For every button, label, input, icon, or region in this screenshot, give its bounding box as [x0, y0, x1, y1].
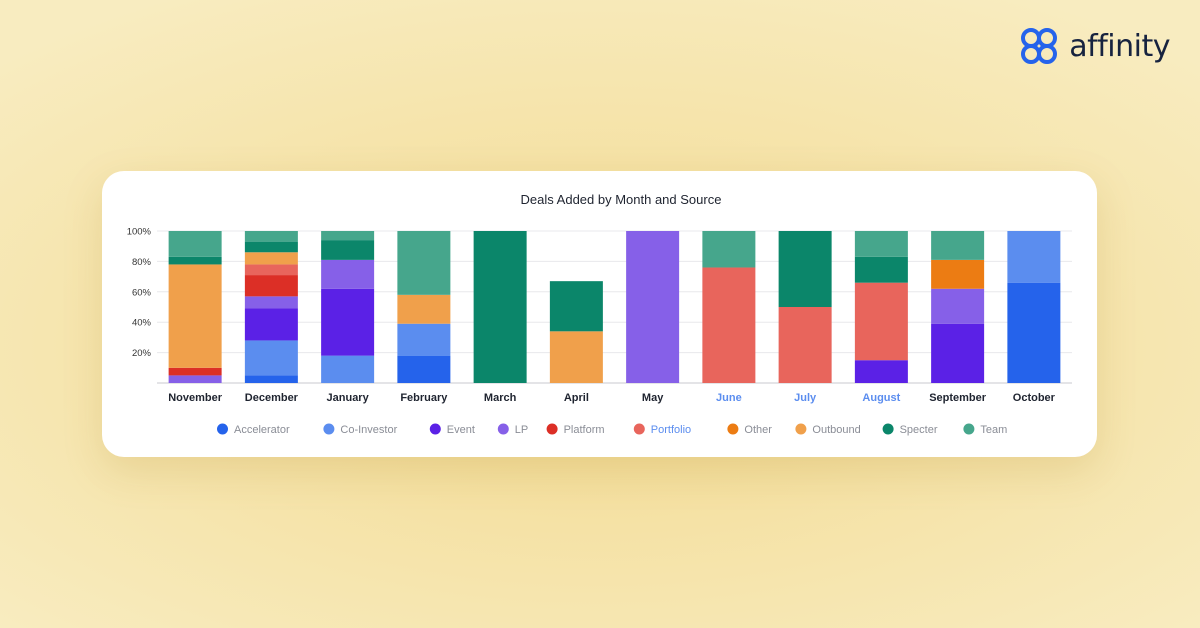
bar-co-investor-january — [321, 355, 375, 383]
x-tick-label: February — [400, 392, 448, 404]
legend-marker-other — [727, 423, 739, 435]
legend-label-portfolio: Portfolio — [651, 424, 691, 436]
bar-portfolio-july — [778, 307, 832, 383]
y-tick-label: 80% — [132, 257, 152, 268]
legend-label-event: Event — [447, 424, 475, 436]
legend-label-co-investor: Co-Investor — [340, 424, 397, 436]
x-tick-label: July — [794, 392, 817, 404]
bar-co-investor-december — [244, 340, 298, 376]
bar-specter-december — [244, 241, 298, 253]
chart-title: Deals Added by Month and Source — [521, 192, 722, 207]
legend-marker-event — [429, 423, 441, 435]
bar-accelerator-december — [244, 375, 298, 383]
brand: affinity — [1019, 26, 1170, 66]
x-tick-label: September — [929, 392, 987, 404]
bar-event-september — [931, 323, 985, 383]
bar-specter-november — [168, 256, 222, 265]
bar-lp-january — [321, 259, 375, 289]
bar-other-september — [931, 259, 985, 289]
y-tick-label: 20% — [132, 348, 152, 359]
x-tick-label: April — [564, 392, 589, 404]
bar-co-investor-february — [397, 323, 451, 356]
legend-label-outbound: Outbound — [812, 424, 860, 436]
bar-specter-august — [854, 256, 908, 283]
bar-outbound-november — [168, 264, 222, 368]
x-tick-label: March — [484, 392, 517, 404]
bar-specter-january — [321, 240, 375, 260]
chart-card: Deals Added by Month and Source 20% 40% 60… — [102, 171, 1097, 457]
bar-platform-december — [244, 275, 298, 297]
legend-marker-platform — [546, 423, 558, 435]
legend-label-platform: Platform — [564, 424, 605, 436]
bar-team-june — [702, 231, 756, 268]
y-tick-label: 100% — [127, 227, 152, 238]
bar-event-january — [321, 288, 375, 356]
x-tick-label: August — [862, 392, 900, 404]
bar-specter-july — [778, 231, 832, 307]
bar-team-december — [244, 231, 298, 242]
bar-team-february — [397, 231, 451, 295]
bar-specter-april — [549, 281, 603, 332]
bar-event-august — [854, 360, 908, 383]
bar-accelerator-october — [1007, 282, 1061, 383]
x-tick-label: May — [642, 392, 664, 404]
legend-label-specter: Specter — [900, 424, 938, 436]
legend-marker-lp — [497, 423, 509, 435]
legend-label-team: Team — [980, 424, 1007, 436]
legend-label-other: Other — [744, 424, 772, 436]
x-tick-label: December — [245, 392, 299, 404]
y-axis: 20% 40% 60% 80% 100% — [127, 227, 152, 360]
legend-label-accelerator: Accelerator — [234, 424, 290, 436]
stacked-bar-chart: Deals Added by Month and Source 20% 40% 60… — [127, 192, 1072, 436]
bar-lp-may — [626, 231, 680, 383]
bar-outbound-december — [244, 252, 298, 265]
x-tick-label: November — [168, 392, 223, 404]
bar-outbound-april — [549, 331, 603, 383]
bar-team-november — [168, 231, 222, 257]
bar-specter-march — [473, 231, 527, 383]
x-tick-label: October — [1013, 392, 1056, 404]
bar-accelerator-february — [397, 355, 451, 383]
legend-marker-outbound — [795, 423, 807, 435]
legend-marker-accelerator — [217, 423, 228, 435]
bar-lp-december — [244, 296, 298, 309]
bar-event-december — [244, 308, 298, 341]
bar-co-investor-october — [1007, 231, 1061, 283]
legend-marker-team — [963, 423, 975, 435]
bar-team-september — [931, 231, 985, 260]
affinity-logo-icon — [1021, 28, 1058, 64]
legend-marker-specter — [882, 423, 894, 435]
bar-lp-november — [168, 375, 222, 383]
bar-outbound-february — [397, 294, 451, 324]
grid-lines — [157, 230, 1072, 384]
y-tick-label: 60% — [132, 287, 152, 298]
legend: Accelerator Co-Investor Event LP Platform Por… — [217, 423, 1007, 436]
bar-portfolio-december — [244, 264, 298, 276]
bar-team-january — [321, 231, 375, 241]
x-tick-label: January — [327, 392, 370, 404]
legend-label-lp: LP — [515, 424, 528, 436]
x-tick-label: June — [716, 392, 742, 404]
bar-platform-november — [168, 367, 222, 376]
bar-team-august — [854, 231, 908, 257]
legend-marker-portfolio — [633, 423, 645, 435]
bar-portfolio-june — [702, 267, 756, 383]
bars — [168, 231, 1061, 383]
bar-portfolio-august — [854, 282, 908, 361]
brand-name: affinity — [1069, 28, 1170, 64]
y-tick-label: 40% — [132, 318, 152, 329]
bar-lp-september — [931, 288, 985, 324]
legend-marker-co-investor — [323, 423, 335, 435]
x-axis: November December January February March Apri… — [168, 392, 1055, 404]
